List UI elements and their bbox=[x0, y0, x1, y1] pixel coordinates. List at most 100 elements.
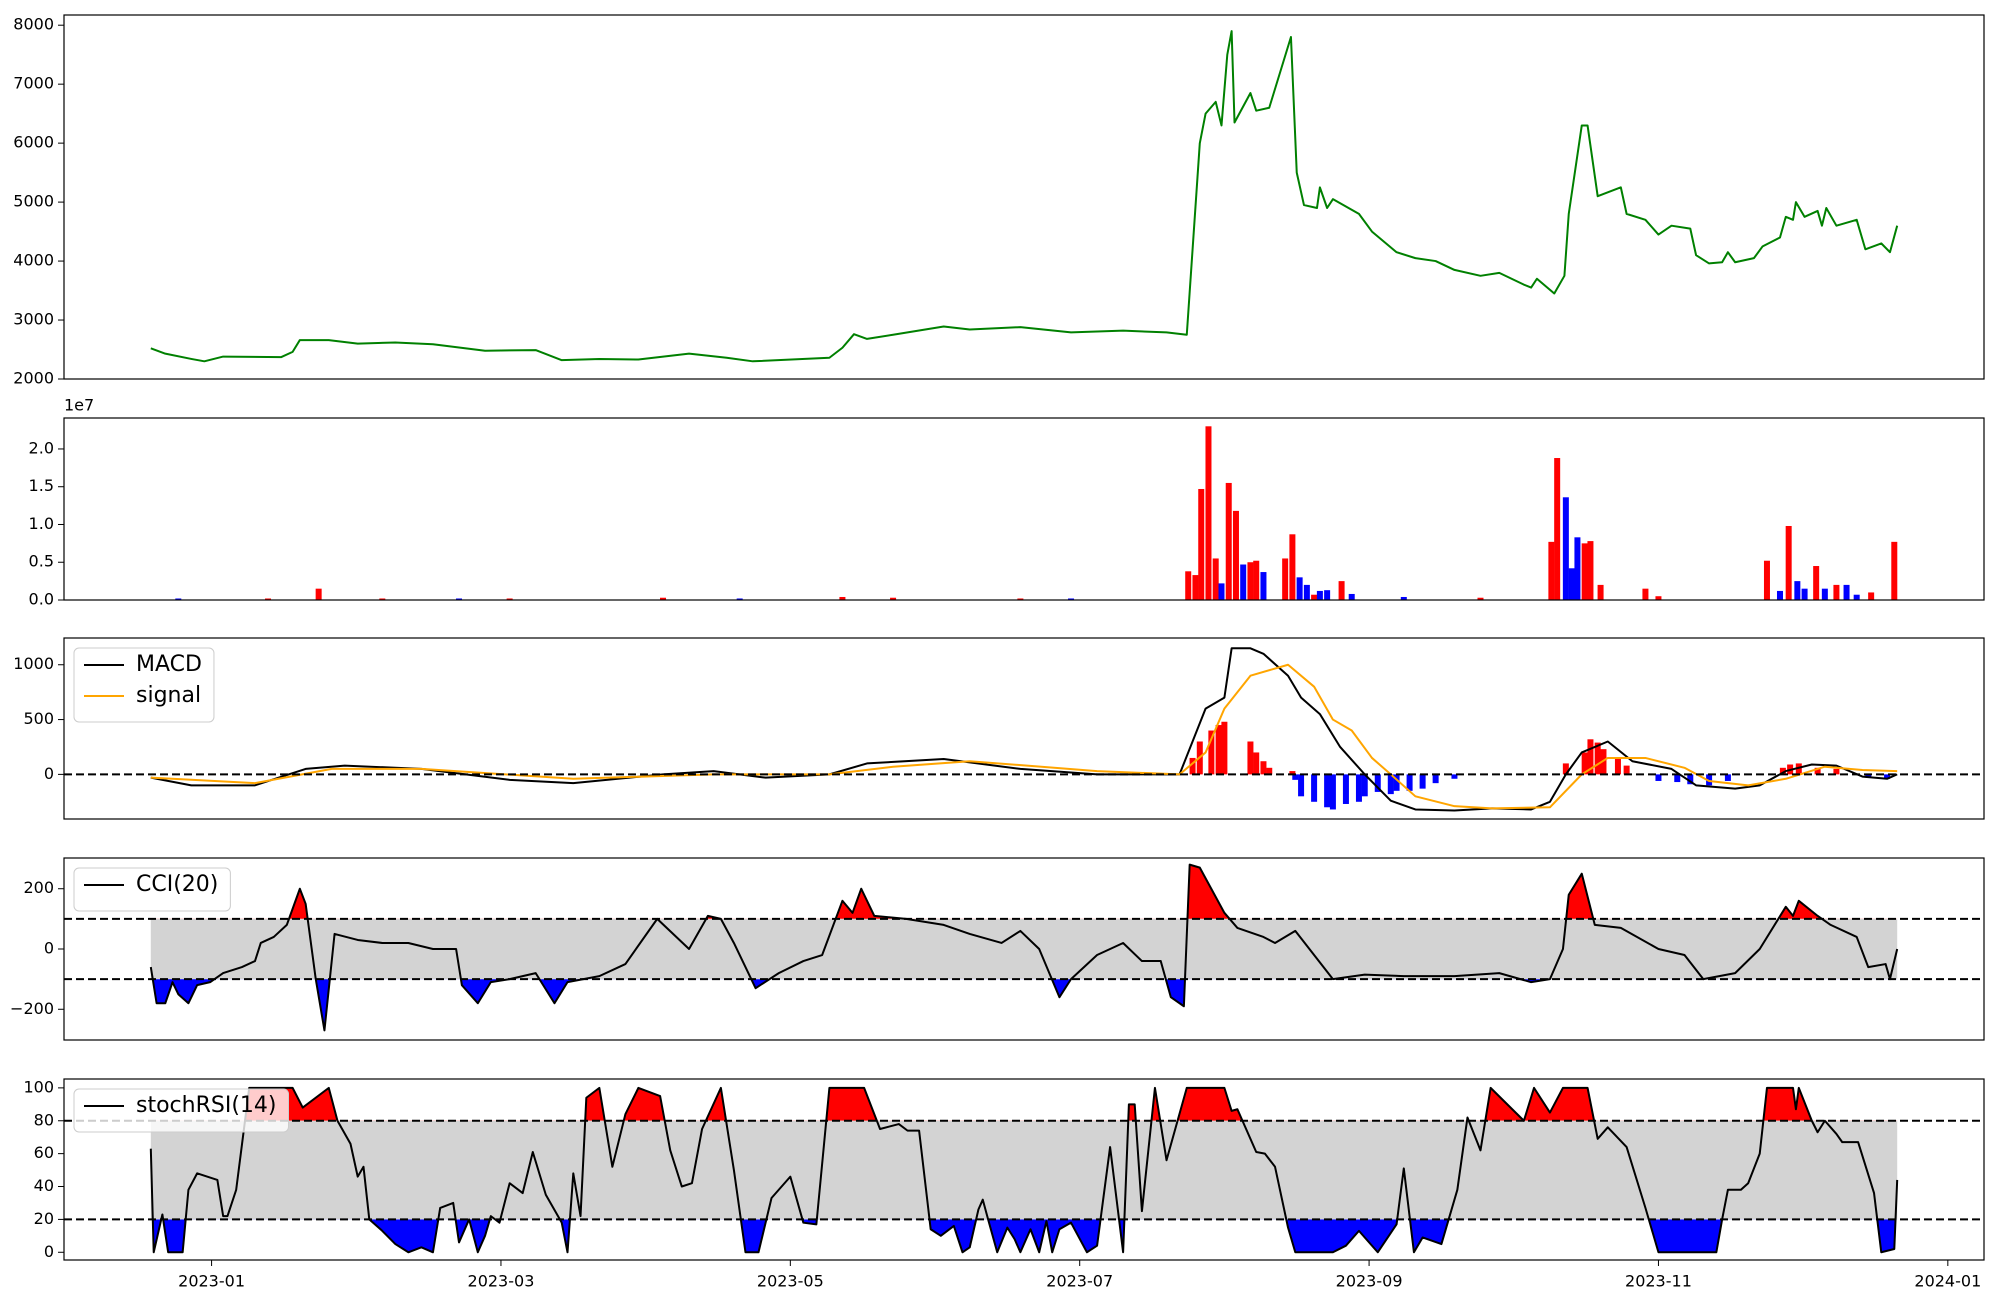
bar bbox=[1833, 584, 1840, 600]
bar bbox=[1891, 541, 1898, 600]
bar bbox=[1374, 774, 1381, 792]
neutral-band bbox=[150, 1120, 1898, 1220]
bar bbox=[1068, 598, 1075, 600]
y-tick-label: 7000 bbox=[13, 74, 54, 93]
bar bbox=[1348, 593, 1355, 600]
y-tick-label: 1000 bbox=[13, 654, 54, 673]
plot-area bbox=[64, 863, 1984, 1032]
bar bbox=[1342, 774, 1349, 804]
bar bbox=[455, 598, 462, 600]
bar bbox=[1303, 584, 1310, 600]
bar bbox=[1289, 771, 1296, 775]
bar bbox=[265, 598, 272, 600]
bar bbox=[839, 596, 846, 600]
bar bbox=[1393, 774, 1400, 791]
bar bbox=[1581, 752, 1588, 775]
bar bbox=[1292, 774, 1299, 780]
legend-box bbox=[73, 867, 231, 912]
bar bbox=[1215, 725, 1222, 775]
y-tick-label: 0 bbox=[44, 939, 54, 958]
bar bbox=[1865, 774, 1872, 778]
bar bbox=[1266, 767, 1273, 775]
x-tick-label: 2023-03 bbox=[468, 1272, 535, 1291]
y-tick-label: 2.0 bbox=[29, 438, 54, 457]
y-tick-label: 0.5 bbox=[29, 552, 54, 571]
bar bbox=[1208, 730, 1215, 775]
bar bbox=[1614, 757, 1621, 775]
bar bbox=[1260, 572, 1267, 600]
bar bbox=[1843, 584, 1850, 600]
y-tick-label: 8000 bbox=[13, 15, 54, 34]
legend-label: CCI(20) bbox=[136, 872, 218, 897]
legend-label: signal bbox=[136, 683, 201, 708]
bar bbox=[1324, 774, 1331, 808]
bar bbox=[1221, 721, 1228, 775]
y-tick-label: 100 bbox=[23, 1077, 54, 1096]
legend-label: stochRSI(14) bbox=[136, 1093, 277, 1118]
bar bbox=[1587, 541, 1594, 600]
bar bbox=[1642, 588, 1649, 600]
bar bbox=[1568, 568, 1575, 600]
bar bbox=[1451, 774, 1458, 779]
y-tick-label: −200 bbox=[10, 999, 54, 1018]
bar bbox=[1594, 742, 1601, 775]
bar bbox=[1253, 752, 1260, 775]
panel: 0 500 1000 MACD signal bbox=[13, 637, 1985, 820]
bar bbox=[1298, 774, 1305, 797]
bar bbox=[1623, 765, 1630, 775]
bar bbox=[1355, 774, 1362, 802]
y-tick-label: 6000 bbox=[13, 133, 54, 152]
plot-area bbox=[150, 30, 1899, 363]
bar bbox=[1185, 571, 1192, 600]
y-tick-label: 20 bbox=[34, 1209, 54, 1228]
bar bbox=[379, 598, 386, 600]
bar bbox=[506, 598, 513, 600]
bar bbox=[660, 597, 667, 600]
series-line bbox=[150, 30, 1899, 363]
bar bbox=[1260, 761, 1267, 775]
bar bbox=[1833, 768, 1840, 775]
bar bbox=[1795, 763, 1802, 775]
x-tick-label: 2023-09 bbox=[1336, 1272, 1403, 1291]
axes-frame bbox=[63, 857, 1985, 1041]
bar bbox=[1419, 774, 1426, 789]
bar bbox=[1316, 590, 1323, 600]
bar bbox=[1198, 488, 1205, 600]
legend-label: MACD bbox=[136, 652, 202, 677]
bar bbox=[1406, 774, 1413, 791]
axes-frame bbox=[63, 417, 1985, 601]
legend: MACD signal bbox=[73, 647, 215, 723]
plot-area bbox=[64, 647, 1984, 812]
bar bbox=[1674, 774, 1681, 783]
bar bbox=[1400, 596, 1407, 600]
bar bbox=[315, 588, 322, 600]
panel: 2000 3000 4000 5000 6000 7000 8000 bbox=[13, 14, 1985, 388]
plot-area bbox=[64, 1086, 1984, 1254]
bar bbox=[1813, 566, 1820, 600]
x-tick-label: 2024-01 bbox=[1914, 1272, 1981, 1291]
bar bbox=[1562, 763, 1569, 775]
bar bbox=[1329, 774, 1336, 810]
y-tick-label: 200 bbox=[23, 878, 54, 897]
bar bbox=[1554, 458, 1561, 600]
series-line bbox=[149, 1086, 1899, 1254]
bar bbox=[1338, 581, 1345, 600]
y-tick-label: 1.5 bbox=[29, 476, 54, 495]
bar bbox=[1477, 597, 1484, 600]
bar bbox=[1017, 598, 1024, 600]
bar bbox=[1655, 596, 1662, 600]
x-tick-label: 2023-05 bbox=[757, 1272, 824, 1291]
bar bbox=[1562, 497, 1569, 600]
x-tick-label: 2023-11 bbox=[1625, 1272, 1692, 1291]
bar bbox=[1574, 537, 1581, 600]
bar bbox=[1218, 583, 1225, 600]
bar bbox=[1311, 594, 1318, 600]
bar bbox=[1311, 774, 1318, 802]
bar bbox=[1253, 560, 1260, 600]
x-tick-label: 2023-01 bbox=[178, 1272, 245, 1291]
bar bbox=[1289, 534, 1296, 600]
bar bbox=[890, 597, 897, 600]
bar bbox=[1821, 588, 1828, 600]
